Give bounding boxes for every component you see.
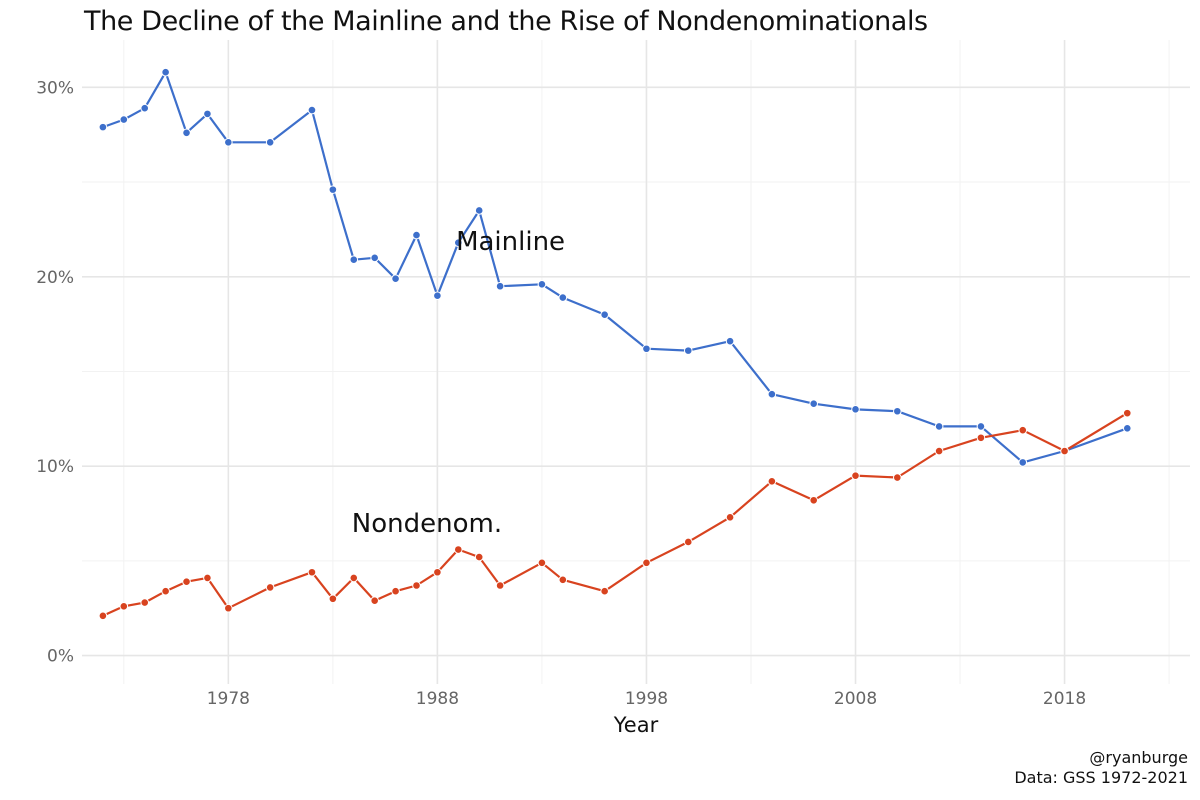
mainline-point: [893, 406, 902, 416]
nondenom-point: [767, 477, 777, 486]
mainline-point: [558, 293, 568, 302]
nondenom-point: [851, 471, 860, 480]
mainline-point: [809, 399, 818, 408]
nondenom-point: [307, 567, 317, 577]
nondenom-point: [119, 602, 129, 611]
axis-ticks: 1978 1988 1998 2008 2018 0% 10% 20% 30%: [36, 78, 1086, 709]
x-tick-label: 1978: [207, 689, 250, 709]
nondenom-point: [600, 586, 609, 596]
mainline-point: [265, 137, 275, 147]
nondenom-point: [893, 473, 902, 482]
mainline-point: [474, 206, 484, 215]
x-tick-label: 1998: [625, 689, 668, 709]
x-axis-title: Year: [613, 713, 659, 737]
y-tick-label: 20%: [36, 268, 74, 288]
mainline-point: [119, 115, 129, 124]
mainline-point: [349, 255, 359, 265]
mainline-point: [370, 253, 379, 263]
mainline-point: [767, 389, 777, 399]
mainline-point: [203, 109, 212, 119]
nondenom-point: [349, 573, 359, 583]
mainline-point: [391, 274, 400, 283]
mainline-point: [224, 137, 233, 147]
mainline-point: [433, 291, 442, 301]
nondenom-point: [203, 573, 212, 583]
mainline-point: [642, 344, 651, 354]
nondenom-point: [161, 586, 170, 596]
mainline-point: [976, 422, 986, 431]
nondenom-point: [1060, 446, 1069, 456]
mainline-point: [140, 103, 150, 113]
mainline-line: [102, 71, 1128, 464]
mainline-point: [600, 310, 609, 319]
y-tick-label: 0%: [47, 647, 74, 667]
series-labels: Mainline Nondenom.: [352, 227, 565, 539]
caption: @ryanburge Data: GSS 1972-2021: [1014, 748, 1188, 788]
nondenom-point: [558, 575, 568, 585]
nondenom-point: [140, 598, 150, 607]
nondenom-point: [934, 446, 944, 456]
mainline-point: [98, 122, 108, 132]
nondenom-point: [642, 558, 651, 568]
nondenom-point: [391, 586, 400, 596]
nondenom-point: [1018, 425, 1028, 435]
nondenom-point: [1122, 408, 1132, 418]
mainline-point: [328, 185, 338, 194]
nondenom-point: [495, 581, 505, 590]
mainline-point: [1122, 423, 1132, 433]
nondenom-point: [182, 577, 191, 587]
mainline-point: [683, 346, 693, 355]
nondenom-line: [102, 412, 1128, 617]
nondenom-point: [370, 596, 379, 605]
mainline-point: [934, 422, 944, 431]
mainline-point: [307, 105, 317, 115]
y-tick-label: 30%: [36, 78, 74, 98]
series-lines: [102, 71, 1128, 617]
x-tick-label: 1988: [416, 689, 459, 709]
mainline-point: [537, 280, 547, 289]
mainline-label: Mainline: [456, 227, 565, 257]
nondenom-point: [683, 537, 693, 547]
nondenom-label: Nondenom.: [352, 509, 502, 539]
mainline-point: [725, 336, 735, 346]
nondenom-point: [976, 433, 986, 443]
nondenom-point: [474, 552, 484, 562]
grid-lines: [82, 40, 1190, 684]
mainline-point: [412, 230, 421, 240]
mainline-point: [851, 405, 860, 414]
nondenom-point: [265, 583, 275, 592]
mainline-point: [161, 67, 170, 77]
nondenom-point: [328, 594, 338, 604]
caption-author: @ryanburge: [1089, 748, 1188, 767]
nondenom-point: [537, 558, 547, 568]
mainline-point: [495, 281, 505, 291]
nondenom-point: [98, 611, 108, 621]
caption-source: Data: GSS 1972-2021: [1014, 768, 1188, 787]
series-points: [98, 67, 1132, 621]
nondenom-point: [454, 545, 463, 554]
nondenom-point: [809, 495, 818, 505]
y-tick-label: 10%: [36, 457, 74, 477]
mainline-point: [182, 128, 191, 138]
x-tick-label: 2008: [834, 689, 877, 709]
mainline-point: [1018, 458, 1028, 467]
mainline-point: [454, 238, 463, 247]
nondenom-point: [433, 567, 442, 577]
nondenom-point: [725, 513, 735, 522]
nondenom-point: [224, 603, 233, 613]
chart-title: The Decline of the Mainline and the Rise…: [84, 6, 928, 37]
nondenom-point: [412, 581, 421, 590]
x-tick-label: 2018: [1043, 689, 1086, 709]
